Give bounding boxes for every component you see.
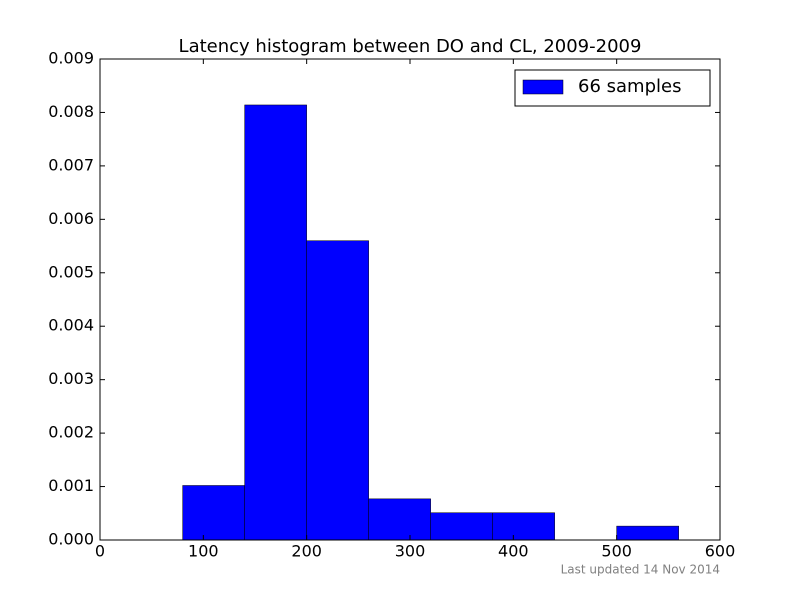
x-tick-label: 500 — [601, 542, 632, 561]
x-tick-label: 100 — [188, 542, 219, 561]
y-tick-label: 0.004 — [48, 316, 94, 335]
x-tick-label: 0 — [95, 542, 105, 561]
x-tick-label: 200 — [291, 542, 322, 561]
bar — [306, 240, 369, 541]
x-tick-label: 400 — [498, 542, 529, 561]
y-tick-label: 0.000 — [48, 530, 94, 549]
footnote: Last updated 14 Nov 2014 — [561, 563, 720, 577]
legend-swatch — [522, 79, 564, 95]
bar — [368, 498, 431, 541]
y-tick-label: 0.002 — [48, 423, 94, 442]
y-tick-label: 0.009 — [48, 49, 94, 68]
y-tick-label: 0.005 — [48, 262, 94, 281]
y-tick-label: 0.008 — [48, 102, 94, 121]
chart-title: Latency histogram between DO and CL, 200… — [179, 36, 642, 57]
bar — [492, 512, 555, 541]
y-tick-label: 0.003 — [48, 369, 94, 388]
plot-frame — [99, 58, 721, 541]
y-tick-label: 0.001 — [48, 476, 94, 495]
x-tick-label: 600 — [705, 542, 736, 561]
bar — [430, 512, 493, 541]
legend-label: 66 samples — [578, 76, 681, 97]
y-tick-label: 0.006 — [48, 209, 94, 228]
y-tick-label: 0.007 — [48, 155, 94, 174]
bar — [244, 104, 307, 541]
x-tick-label: 300 — [395, 542, 426, 561]
bar — [182, 485, 245, 541]
bar — [616, 525, 679, 541]
